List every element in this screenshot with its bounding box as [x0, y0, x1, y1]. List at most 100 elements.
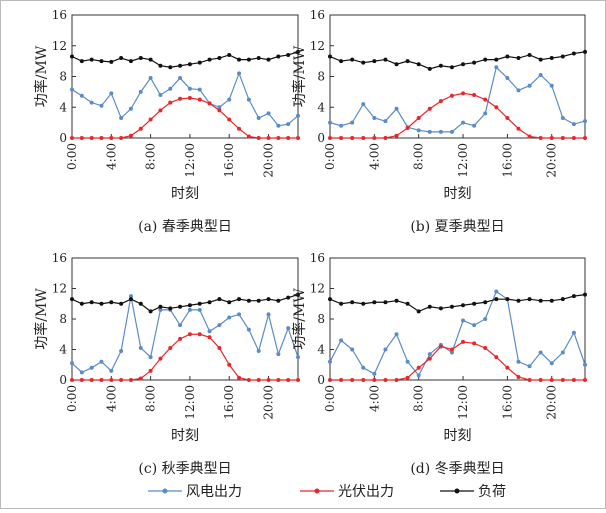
y-tick-label: 4: [317, 343, 325, 357]
point: [383, 136, 388, 140]
point: [187, 332, 192, 337]
point: [505, 297, 510, 302]
x-tick-label: 4:00: [104, 143, 118, 170]
legend-marker: [162, 488, 168, 494]
point: [483, 317, 488, 321]
point: [527, 134, 532, 139]
point: [494, 297, 499, 302]
point: [256, 378, 261, 382]
point: [505, 116, 510, 121]
x-tick-label: 8:00: [412, 385, 426, 412]
point: [549, 361, 554, 366]
point: [394, 332, 399, 337]
point: [571, 136, 576, 140]
point: [549, 83, 554, 88]
point: [449, 93, 454, 98]
y-tick-label: 4: [317, 100, 325, 114]
point: [138, 56, 143, 61]
point: [527, 378, 532, 382]
point: [227, 52, 232, 57]
point: [286, 52, 291, 57]
point: [461, 62, 466, 67]
point: [383, 300, 388, 305]
point: [383, 378, 388, 382]
point: [148, 368, 153, 373]
point: [109, 91, 114, 96]
y-tick-label: 12: [310, 39, 325, 53]
point: [128, 133, 133, 138]
point: [516, 56, 521, 61]
point: [158, 356, 163, 361]
point: [296, 49, 300, 54]
point: [187, 62, 192, 67]
y-axis-label: 功率/MW: [291, 288, 308, 350]
point: [449, 304, 454, 309]
point: [361, 378, 366, 382]
point: [483, 57, 488, 62]
point: [138, 126, 143, 131]
point: [405, 59, 410, 64]
point: [79, 59, 84, 64]
point: [109, 300, 114, 305]
point: [527, 83, 532, 88]
point: [148, 117, 153, 122]
point: [217, 297, 222, 302]
point: [178, 76, 183, 81]
point: [187, 307, 192, 312]
point: [472, 341, 477, 346]
x-tick-label: 8:00: [412, 143, 426, 170]
point: [516, 126, 521, 131]
legend-label: 风电出力: [186, 484, 242, 500]
x-tick-label: 16:00: [500, 385, 514, 420]
point: [246, 298, 251, 303]
point: [527, 297, 532, 302]
legend-label: 光伏出力: [338, 484, 394, 500]
caption: (d) 冬季典型日: [410, 461, 504, 477]
point: [178, 323, 183, 328]
point: [516, 374, 521, 379]
point: [119, 136, 124, 140]
point: [168, 306, 173, 311]
point: [119, 349, 124, 354]
point: [217, 345, 222, 350]
point: [70, 361, 74, 366]
x-tick-label: 0:00: [323, 385, 337, 412]
point: [328, 54, 332, 59]
point: [89, 100, 94, 105]
point: [538, 350, 543, 355]
point: [494, 57, 499, 62]
y-tick-label: 16: [310, 251, 325, 265]
point: [583, 49, 587, 54]
point: [158, 307, 163, 312]
point: [394, 298, 399, 303]
point: [99, 378, 104, 382]
point: [227, 315, 232, 320]
point: [527, 364, 532, 369]
point: [266, 297, 271, 302]
point: [538, 378, 543, 382]
point: [197, 332, 202, 337]
x-tick-label: 4:00: [367, 143, 381, 170]
point: [350, 347, 355, 352]
point: [79, 370, 84, 375]
x-tick-label: 12:00: [183, 143, 197, 178]
point: [207, 335, 212, 340]
point: [237, 57, 242, 62]
point: [237, 297, 242, 302]
point: [178, 63, 183, 68]
point: [328, 378, 332, 382]
point: [449, 350, 454, 355]
point: [427, 66, 432, 71]
point: [256, 56, 261, 61]
point: [416, 309, 421, 314]
point: [472, 323, 477, 328]
point: [571, 330, 576, 335]
series-line: [329, 290, 586, 377]
point: [483, 97, 488, 102]
point: [394, 62, 399, 67]
x-tick-label: 0:00: [323, 143, 337, 170]
point: [372, 378, 377, 382]
point: [339, 378, 344, 382]
point: [296, 136, 300, 140]
point: [416, 62, 421, 67]
